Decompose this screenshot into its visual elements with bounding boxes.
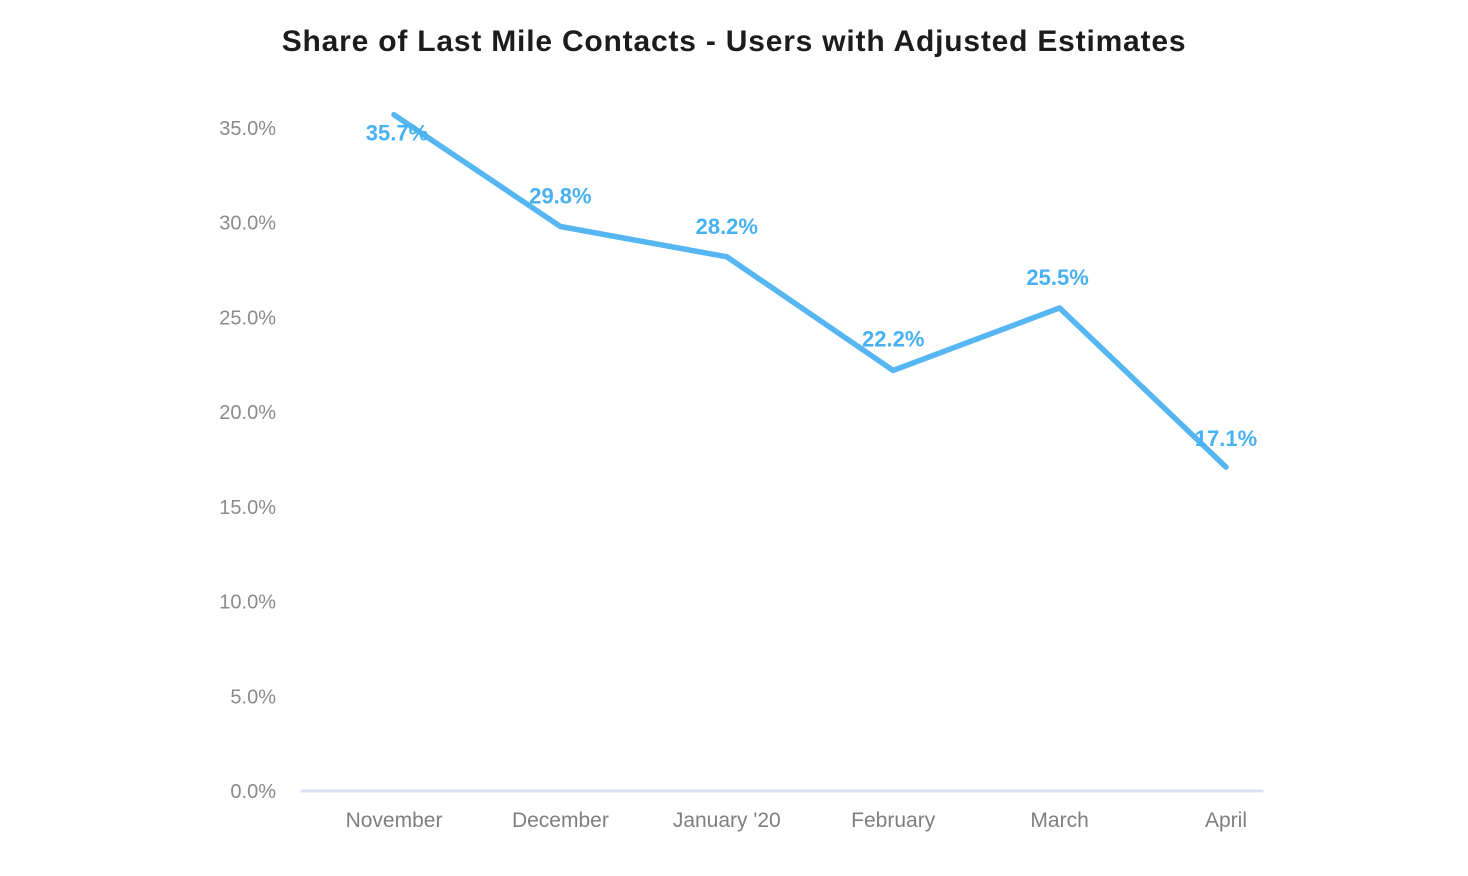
data-point-label: 22.2%	[862, 326, 924, 351]
x-tick-label: February	[851, 809, 936, 832]
y-tick-label: 30.0%	[219, 213, 276, 235]
x-tick-label: March	[1030, 809, 1088, 832]
y-axis: 35.0% 30.0% 25.0% 20.0% 15.0% 10.0% 5.0% 0.0%	[219, 118, 276, 803]
y-tick-label: 0.0%	[230, 781, 276, 803]
y-tick-label: 25.0%	[219, 307, 276, 329]
y-tick-label: 10.0%	[219, 592, 276, 614]
data-point-label: 35.7%	[366, 121, 428, 146]
y-tick-label: 35.0%	[219, 118, 276, 140]
data-point-label: 25.5%	[1026, 265, 1088, 290]
x-axis: November December January '20 February March…	[346, 809, 1247, 832]
y-tick-label: 20.0%	[219, 402, 276, 424]
y-tick-label: 5.0%	[230, 686, 276, 708]
x-tick-label: November	[346, 809, 443, 832]
x-tick-label: December	[512, 809, 609, 832]
x-tick-label: January '20	[673, 809, 781, 832]
data-point-label: 29.8%	[529, 184, 591, 209]
data-labels: 35.7% 29.8% 28.2% 22.2% 25.5% 17.1%	[366, 121, 1257, 451]
data-point-label: 17.1%	[1195, 426, 1257, 451]
data-line	[391, 111, 1229, 470]
data-point-label: 28.2%	[696, 214, 758, 239]
chart-title: Share of Last Mile Contacts - Users with…	[281, 25, 1187, 58]
x-tick-label: April	[1205, 809, 1247, 832]
y-tick-label: 15.0%	[219, 497, 276, 519]
